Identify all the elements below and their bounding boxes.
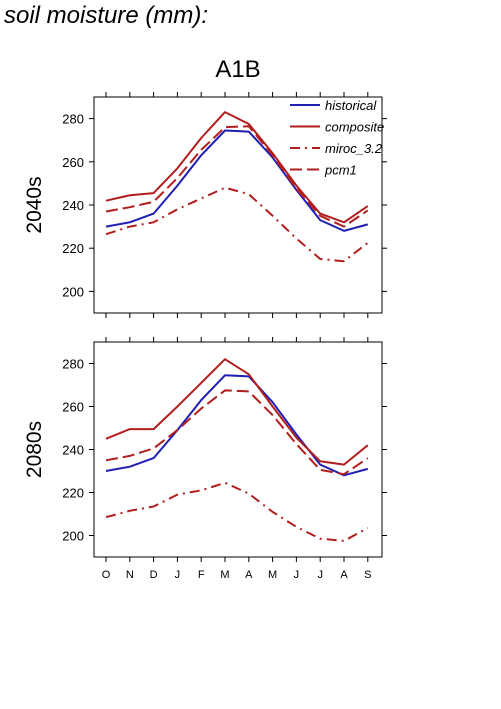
x-tick-label: M [220, 569, 229, 581]
y-tick-label: 200 [62, 529, 84, 544]
legend-label: pcm1 [324, 163, 357, 178]
y-tick-label: 280 [62, 112, 84, 127]
y-tick-label: 240 [62, 443, 84, 458]
page-title: soil moisture (mm): [4, 2, 209, 29]
y-tick-label: 260 [62, 155, 84, 170]
y-tick-label: 280 [62, 357, 84, 372]
x-tick-label: D [150, 569, 158, 581]
series-line-historical [105, 129, 369, 232]
y-tick-label: 200 [62, 284, 84, 299]
x-tick-label: F [198, 569, 205, 581]
series-line-miroc_3.2 [105, 481, 369, 542]
x-tick-label: M [268, 569, 277, 581]
y-tick-label: 260 [62, 400, 84, 415]
scenario-title: A1B [215, 56, 261, 83]
chart-legend: historical composite miroc_3.2 pcm1 [290, 98, 384, 178]
x-tick-label: A [340, 569, 348, 581]
legend-label: miroc_3.2 [325, 141, 383, 156]
series-line-historical [105, 374, 369, 477]
y-tick-label: 220 [62, 486, 84, 501]
y-axis-label: 2040s [23, 176, 46, 233]
x-tick-label: S [364, 569, 371, 581]
x-tick-label: N [126, 569, 134, 581]
y-axis-label: 2080s [23, 421, 46, 478]
legend-label: historical [325, 98, 377, 113]
y-tick-label: 220 [62, 241, 84, 256]
chart-panel-2040s: 200 220 240 260 280 2040s [23, 92, 387, 318]
legend-label: composite [325, 120, 384, 135]
series-line-composite [105, 358, 369, 466]
series-line-pcm1 [105, 389, 369, 476]
series-line-miroc_3.2 [105, 186, 369, 263]
chart-panel-2080s: 200 220 240 260 280 2080s [23, 337, 387, 562]
x-tick-label: O [102, 569, 111, 581]
x-tick-label: J [294, 569, 300, 581]
series-line-pcm1 [105, 125, 369, 228]
x-tick-label: J [317, 569, 323, 581]
x-tick-label: A [245, 569, 253, 581]
x-tick-label: J [175, 569, 181, 581]
series-line-composite [105, 111, 369, 224]
y-tick-label: 240 [62, 198, 84, 213]
plot-frame [93, 341, 383, 558]
